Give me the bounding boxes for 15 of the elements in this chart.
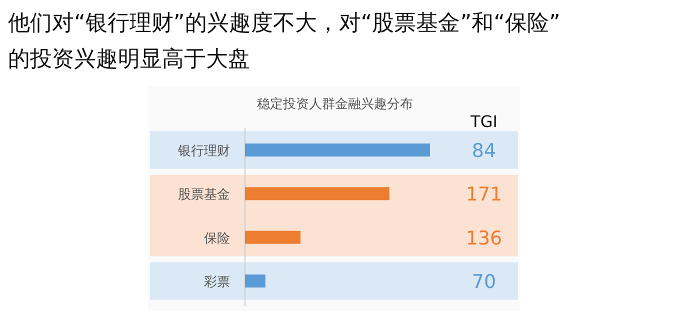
y-tick-label: 保险 (204, 231, 230, 246)
text: 171 (466, 184, 502, 206)
y-tick-label: 股票基金 (178, 188, 230, 203)
y-tick-label: 银行理财 (177, 144, 230, 159)
bar (245, 187, 390, 200)
text: 84 (472, 140, 496, 162)
y-tick-label: 彩票 (204, 275, 230, 290)
chart-subtitle: 稳定投资人群金融兴趣分布 (257, 97, 413, 112)
bar (245, 230, 300, 244)
bar (245, 144, 430, 156)
chart-title: 他们对“银行理财”的兴趣度不大，对“股票基金”和“保险”的投资兴趣明显高于大盘 (8, 11, 560, 72)
text: 136 (466, 227, 502, 250)
text: TGI (470, 112, 498, 131)
text: 70 (472, 271, 496, 293)
bar (245, 274, 266, 288)
